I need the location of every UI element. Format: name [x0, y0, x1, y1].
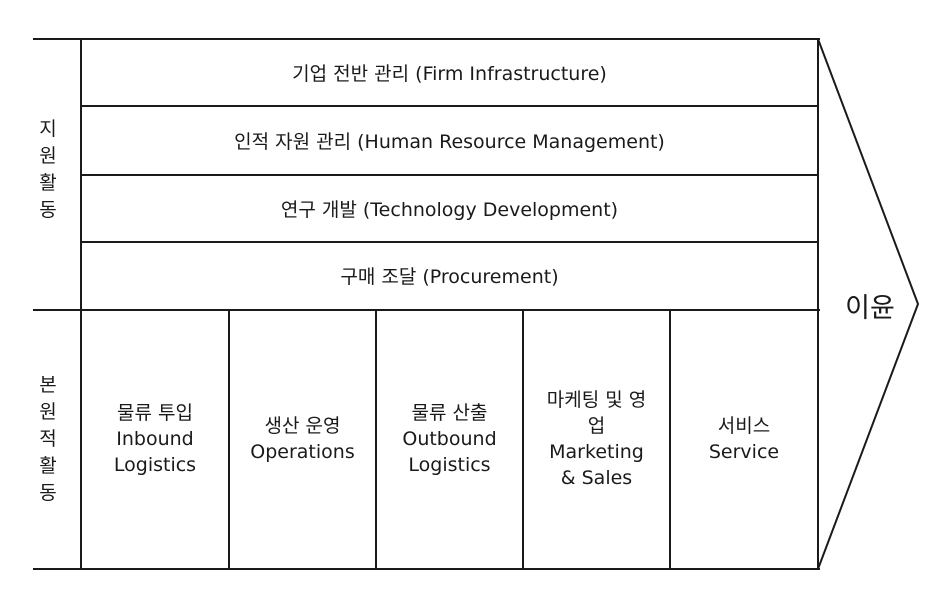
support-label-char: 원	[39, 145, 57, 167]
primary-cell-operations: 생산 운영 Operations	[230, 310, 375, 568]
left-box-border	[80, 38, 82, 570]
primary-label-char: 활	[39, 454, 57, 477]
margin-label: 이윤	[845, 292, 895, 324]
support-label-char: 지	[39, 118, 57, 140]
primary-cell-en-label: Operations	[250, 441, 355, 463]
primary-cell-ko-label: 물류 산출	[411, 402, 488, 424]
support-row-divider	[81, 105, 818, 107]
primary-label-char: 원	[39, 400, 57, 423]
primary-column-divider	[669, 309, 671, 569]
primary-label-char: 동	[39, 481, 57, 504]
primary-cell-ko-label: 생산 운영	[264, 415, 341, 437]
top-border	[33, 38, 820, 40]
support-row-divider	[81, 241, 818, 243]
primary-cell-en-label: Inbound Logistics	[113, 428, 197, 476]
primary-cell-ko-label: 마케팅 및 영 업	[546, 389, 647, 437]
support-row-firm-infrastructure: 기업 전반 관리 (Firm Infrastructure)	[292, 62, 607, 85]
primary-column-divider	[522, 309, 524, 569]
right-box-border	[817, 38, 819, 570]
support-activities-group-label: 지 원 활 동	[30, 100, 66, 240]
support-row-procurement: 구매 조달 (Procurement)	[340, 266, 559, 288]
primary-cell-ko-label: 서비스	[717, 415, 771, 437]
support-row-human-resource: 인적 자원 관리 (Human Resource Management)	[234, 130, 665, 153]
primary-cell-en-label: Service	[708, 441, 780, 463]
primary-cell-ko-label: 물류 투입	[117, 402, 193, 424]
primary-label-char: 본	[39, 373, 57, 396]
primary-cell-inbound-logistics: 물류 투입 Inbound Logistics	[82, 310, 228, 568]
primary-cell-outbound-logistics: 물류 산출 Outbound Logistics	[377, 310, 522, 568]
support-row-divider	[81, 174, 818, 176]
primary-cell-en-label: Outbound Logistics	[402, 428, 497, 476]
primary-cell-marketing-sales: 마케팅 및 영 업 Marketing & Sales	[524, 310, 669, 568]
primary-cell-en-label: Marketing & Sales	[549, 441, 644, 489]
primary-column-divider	[375, 309, 377, 569]
group-divider	[33, 309, 820, 311]
primary-activities-group-label: 본 원 적 활 동	[30, 364, 66, 514]
support-label-char: 동	[39, 199, 57, 221]
primary-label-char: 적	[39, 427, 57, 450]
bottom-border	[33, 568, 820, 570]
support-label-char: 활	[39, 172, 57, 194]
primary-column-divider	[228, 309, 230, 569]
support-row-technology-development: 연구 개발 (Technology Development)	[280, 198, 619, 221]
primary-cell-service: 서비스 Service	[671, 310, 817, 568]
